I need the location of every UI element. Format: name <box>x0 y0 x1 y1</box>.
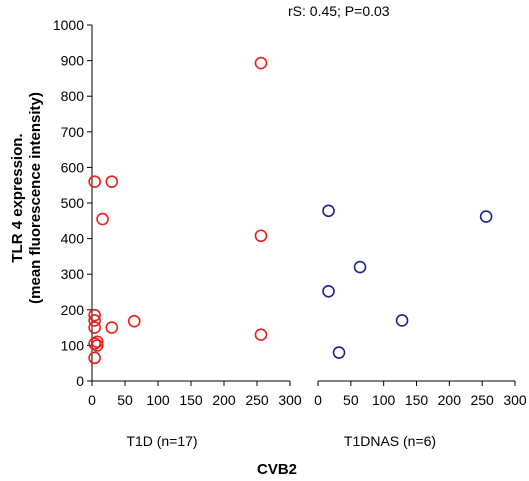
y-tick-label: 500 <box>61 195 85 211</box>
x-tick-label: 300 <box>503 392 527 408</box>
x-tick-label: 50 <box>343 392 359 408</box>
x-tick-label: 250 <box>470 392 494 408</box>
y-tick-label: 400 <box>61 231 85 247</box>
x-tick-label: 300 <box>278 392 302 408</box>
y-axis-title-line2: (mean fluorescence intensity) <box>27 92 44 304</box>
data-point <box>127 314 141 328</box>
data-point <box>322 204 335 218</box>
x-tick-label: 150 <box>405 392 429 408</box>
x-tick-label: 100 <box>372 392 396 408</box>
panel-t1dnas: 0 50 100 150 200 250 300 <box>314 204 527 408</box>
data-point <box>254 328 268 342</box>
data-point <box>322 284 335 298</box>
x-tick-label: 200 <box>212 392 236 408</box>
y-tick-label: 700 <box>61 124 85 140</box>
x-axis-title: CVB2 <box>257 461 297 478</box>
data-point <box>353 260 367 274</box>
data-point <box>96 212 109 226</box>
data-point <box>88 175 101 188</box>
y-tick-label: 900 <box>61 53 85 69</box>
y-tick-label: 1000 <box>53 17 84 33</box>
x-tick-label: 200 <box>438 392 462 408</box>
data-point <box>395 314 409 327</box>
x-tick-label: 150 <box>179 392 203 408</box>
data-point <box>88 308 101 322</box>
data-point <box>88 351 101 365</box>
data-point <box>88 314 101 327</box>
data-point <box>479 210 493 223</box>
panel-label-t1dnas: T1DNAS (n=6) <box>344 433 436 449</box>
y-tick-label: 600 <box>61 159 85 175</box>
data-point <box>88 321 101 334</box>
x-tick-label: 50 <box>117 392 133 408</box>
x-tick-label: 250 <box>245 392 269 408</box>
data-point <box>332 346 346 359</box>
data-point <box>88 337 101 350</box>
x-tick-label: 0 <box>314 392 322 408</box>
data-point <box>90 335 104 349</box>
panel-label-t1d: T1D (n=17) <box>126 433 197 449</box>
y-axis: 0 100 200 300 400 500 600 700 800 900 1000 <box>53 17 93 389</box>
x-tick-label: 0 <box>88 392 96 408</box>
y-tick-label: 0 <box>76 373 84 389</box>
data-point <box>90 339 104 352</box>
data-point <box>105 175 119 188</box>
y-axis-title-line1: TLR 4 expression. <box>9 133 26 262</box>
y-tick-label: 300 <box>61 266 85 282</box>
stat-annotation: rS: 0.45; P=0.03 <box>288 3 390 19</box>
data-point <box>254 229 268 243</box>
x-tick-label: 100 <box>146 392 170 408</box>
y-tick-label: 800 <box>61 88 85 104</box>
data-point <box>105 321 119 334</box>
y-tick-label: 200 <box>61 302 85 318</box>
y-tick-label: 100 <box>61 337 85 353</box>
panel-t1d: 0 50 100 150 200 250 300 <box>88 56 302 408</box>
data-point <box>254 56 268 70</box>
